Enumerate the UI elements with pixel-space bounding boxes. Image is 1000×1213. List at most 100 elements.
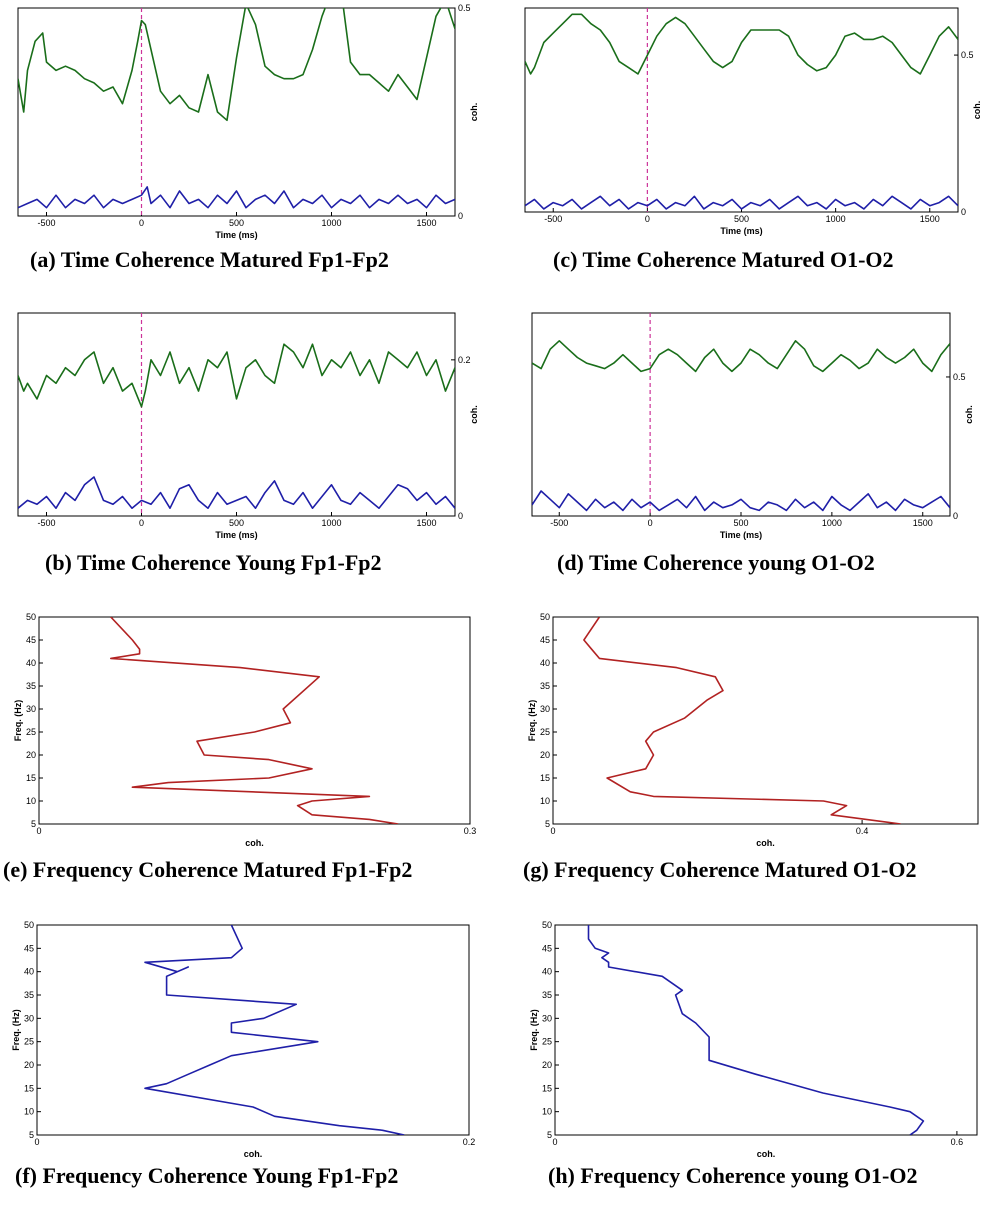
chart-svg-d: -500 0 500 1000 1500 0 0.5 Time (ms) coh. — [531, 312, 974, 540]
plot-frame — [524, 7, 959, 213]
y-tick-label: 35 — [540, 681, 550, 691]
y-tick-label: 40 — [24, 967, 34, 977]
chart-caption-f: (f) Frequency Coherence Young Fp1-Fp2 — [15, 1163, 399, 1188]
x-axis-label: Time (ms) — [215, 230, 257, 240]
series-line-1 — [110, 617, 399, 824]
y-tick-label: 45 — [24, 943, 34, 953]
x-axis-label: coh. — [757, 1149, 776, 1159]
y-tick-label: 5 — [545, 819, 550, 829]
x-tick-label: 1000 — [321, 518, 341, 528]
y-tick-label: 30 — [542, 1013, 552, 1023]
y-axis-label: Freq. (Hz) — [529, 1009, 539, 1051]
y-axis-label: Freq. (Hz) — [527, 700, 537, 742]
x-tick-label: 500 — [229, 518, 244, 528]
y-tick-label: 40 — [26, 658, 36, 668]
x-tick-label: 0 — [552, 1137, 557, 1147]
x-tick-label: 1000 — [822, 518, 842, 528]
chart-caption-d: (d) Time Coherence young O1-O2 — [557, 550, 875, 575]
y-axis-label: coh. — [469, 103, 479, 122]
x-tick-label: -500 — [37, 218, 55, 228]
y-tick-label: 0 — [953, 511, 958, 521]
y-tick-label: 40 — [542, 967, 552, 977]
series-line-2 — [18, 186, 455, 209]
y-tick-label: 50 — [542, 920, 552, 930]
y-axis-label: coh. — [469, 405, 479, 424]
series-line-1 — [532, 339, 950, 373]
y-tick-label: 45 — [540, 635, 550, 645]
y-tick-label: 25 — [542, 1037, 552, 1047]
y-tick-label: 0.5 — [961, 50, 974, 60]
y-tick-label: 15 — [542, 1083, 552, 1093]
x-tick-label: 500 — [733, 518, 748, 528]
y-tick-label: 40 — [540, 658, 550, 668]
y-tick-label: 20 — [26, 750, 36, 760]
y-tick-label: 15 — [26, 773, 36, 783]
series-line-1 — [587, 925, 925, 1135]
y-tick-label: 30 — [26, 704, 36, 714]
x-tick-label: 0 — [550, 826, 555, 836]
y-tick-label: 30 — [540, 704, 550, 714]
y-tick-label: 25 — [24, 1037, 34, 1047]
x-axis-label: coh. — [245, 838, 264, 848]
x-tick-label: 0 — [645, 214, 650, 224]
y-axis-label: Freq. (Hz) — [13, 700, 23, 742]
chart-panel-b: -500 0 500 1000 1500 0 0.2 Time (ms) coh. — [0, 301, 479, 552]
x-tick-label: 1500 — [416, 518, 436, 528]
chart-svg-c: -500 0 500 1000 1500 0 0.5 Time (ms) coh. — [524, 7, 982, 236]
y-tick-label: 45 — [542, 943, 552, 953]
y-tick-label: 35 — [26, 681, 36, 691]
y-tick-label: 25 — [540, 727, 550, 737]
y-tick-label: 0 — [458, 211, 463, 221]
y-tick-label: 10 — [26, 796, 36, 806]
y-tick-label: 45 — [26, 635, 36, 645]
y-tick-label: 5 — [547, 1130, 552, 1140]
chart-panel-f: 0 0.2 5 10 15 20 25 30 35 40 45 50 coh. Freq. (Hz) — [11, 913, 493, 1171]
y-tick-label: 0.2 — [458, 355, 471, 365]
y-tick-label: 0 — [458, 511, 463, 521]
plot-frame — [552, 616, 979, 825]
x-tick-label: -500 — [37, 518, 55, 528]
chart-caption-a: (a) Time Coherence Matured Fp1-Fp2 — [30, 247, 389, 272]
chart-caption-c: (c) Time Coherence Matured O1-O2 — [553, 247, 894, 272]
y-tick-label: 10 — [24, 1107, 34, 1117]
y-tick-label: 0 — [961, 207, 966, 217]
x-tick-label: 0 — [36, 826, 41, 836]
series-line-2 — [525, 195, 958, 210]
x-tick-label: 500 — [229, 218, 244, 228]
x-tick-label: 500 — [734, 214, 749, 224]
y-tick-label: 10 — [542, 1107, 552, 1117]
chart-svg-h: 0 0.6 5 10 15 20 25 30 35 40 45 50 coh. Freq. (Hz) — [529, 920, 978, 1159]
y-axis-label: Freq. (Hz) — [11, 1009, 21, 1051]
chart-svg-b: -500 0 500 1000 1500 0 0.2 Time (ms) coh. — [17, 312, 479, 540]
x-axis-label: coh. — [756, 838, 775, 848]
y-tick-label: 15 — [24, 1083, 34, 1093]
chart-caption-g: (g) Frequency Coherence Matured O1-O2 — [523, 857, 917, 882]
chart-svg-g: 0 0.4 5 10 15 20 25 30 35 40 45 50 coh. Freq. (Hz) — [527, 612, 979, 848]
y-axis-label: coh. — [972, 101, 982, 120]
series-line-1 — [525, 13, 958, 75]
x-tick-label: -500 — [544, 214, 562, 224]
chart-panel-a: -500 0 500 1000 1500 0 0.5 Time (ms) coh. — [0, 0, 479, 252]
chart-panel-h: 0 0.6 5 10 15 20 25 30 35 40 45 50 coh. Freq. (Hz) — [529, 913, 1000, 1171]
x-tick-label: 0 — [34, 1137, 39, 1147]
y-tick-label: 0.5 — [953, 372, 966, 382]
plot-frame — [531, 312, 951, 517]
x-tick-label: 0.2 — [463, 1137, 476, 1147]
chart-svg-e: 0 0.3 5 10 15 20 25 30 35 40 45 50 coh. Freq. (Hz) — [13, 612, 476, 848]
y-tick-label: 35 — [24, 990, 34, 1000]
y-tick-label: 50 — [540, 612, 550, 622]
x-tick-label: 1500 — [416, 218, 436, 228]
series-line-2 — [532, 490, 950, 512]
x-axis-label: Time (ms) — [720, 530, 762, 540]
y-tick-label: 20 — [542, 1060, 552, 1070]
x-tick-label: 0 — [139, 518, 144, 528]
series-line-1 — [583, 617, 901, 824]
chart-panel-g: 0 0.4 5 10 15 20 25 30 35 40 45 50 coh. Freq. (Hz) — [527, 605, 1000, 860]
series-line-1 — [18, 343, 455, 408]
y-tick-label: 10 — [540, 796, 550, 806]
chart-panel-c: -500 0 500 1000 1500 0 0.5 Time (ms) coh. — [501, 0, 982, 248]
y-tick-label: 20 — [24, 1060, 34, 1070]
series-line-1 — [18, 8, 455, 122]
x-tick-label: 1500 — [913, 518, 933, 528]
y-tick-label: 15 — [540, 773, 550, 783]
